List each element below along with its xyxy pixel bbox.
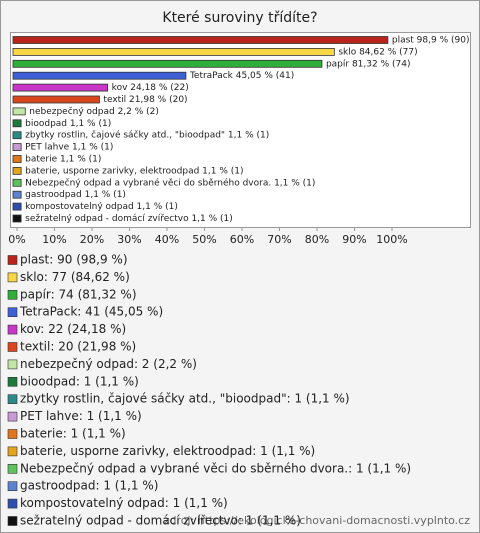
legend-label: sklo: 77 (84,62 %) xyxy=(20,270,130,284)
bar-label: textil 21,98 % (20) xyxy=(103,95,187,105)
bar xyxy=(12,178,22,187)
bar xyxy=(12,143,22,152)
legend-swatch xyxy=(7,498,18,509)
bar-label: Nebezpečný odpad a vybrané věci do sběrn… xyxy=(25,177,315,188)
bar-label: zbytky rostlin, čajové sáčky atd., "bioo… xyxy=(25,130,269,141)
legend-swatch xyxy=(7,324,18,335)
bar-label: baterie, usporne zarivky, elektroodpad 1… xyxy=(25,166,243,176)
legend-label: zbytky rostlin, čajové sáčky atd., "bioo… xyxy=(20,392,350,406)
legend-label: Nebezpečný odpad a vybrané věci do sběrn… xyxy=(20,461,411,475)
legend-swatch xyxy=(7,446,18,457)
x-tick-label: 10% xyxy=(42,233,66,246)
bar xyxy=(12,166,22,175)
legend-swatch xyxy=(7,516,18,526)
legend-swatch xyxy=(7,359,18,370)
legend-label: nebezpečný odpad: 2 (2,2 %) xyxy=(20,357,197,371)
bar xyxy=(12,59,323,68)
legend-label: kompostovatelný odpad: 1 (1,1 %) xyxy=(20,496,228,510)
x-tick-label: 100% xyxy=(376,233,407,246)
bar xyxy=(12,119,22,128)
source: zdroj: https://ekologicke-chovani-domacn… xyxy=(164,514,470,527)
legend-swatch xyxy=(7,342,18,352)
legend-swatch xyxy=(7,255,18,265)
x-tick-label: 0% xyxy=(8,233,25,246)
legend-label: papír: 74 (81,32 %) xyxy=(20,287,137,301)
bar-label: bioodpad 1,1 % (1) xyxy=(25,119,111,129)
bar xyxy=(12,202,22,211)
chart-title: Které suroviny třídíte? xyxy=(162,10,317,26)
x-tick-label: 20% xyxy=(80,233,104,246)
legend-swatch xyxy=(7,429,18,439)
legend-swatch xyxy=(7,272,18,283)
legend-swatch xyxy=(7,481,18,492)
x-tick-label: 90% xyxy=(342,233,366,246)
bar-label: papír 81,32 % (74) xyxy=(326,59,411,69)
bar-label: plast 98,9 % (90) xyxy=(392,36,470,46)
legend-swatch xyxy=(7,463,18,474)
bar xyxy=(12,214,22,223)
legend-label: kov: 22 (24,18 %) xyxy=(20,322,126,336)
x-tick-label: 70% xyxy=(267,233,291,246)
bar-label: PET lahve 1,1 % (1) xyxy=(25,143,113,153)
bar xyxy=(12,71,187,80)
legend-label: baterie, usporne zarivky, elektroodpad: … xyxy=(20,444,315,458)
legend-label: bioodpad: 1 (1,1 %) xyxy=(20,374,139,388)
bar xyxy=(12,83,109,92)
bar-label: baterie 1,1 % (1) xyxy=(25,155,101,165)
legend-swatch xyxy=(7,307,18,318)
bar xyxy=(12,131,22,140)
bar xyxy=(12,190,22,199)
x-tick-label: 50% xyxy=(192,233,216,246)
bar xyxy=(12,107,26,116)
bar xyxy=(12,48,335,56)
bar-label: kov 24,18 % (22) xyxy=(112,83,189,93)
x-tick-label: 30% xyxy=(117,233,141,246)
bar-label: nebezpečný odpad 2,2 % (2) xyxy=(29,106,159,117)
bar-label: gastroodpad 1,1 % (1) xyxy=(25,190,126,200)
x-tick-label: 80% xyxy=(305,233,329,246)
bar-label: sklo 84,62 % (77) xyxy=(338,47,417,57)
bar xyxy=(12,95,100,104)
x-tick-label: 40% xyxy=(155,233,179,246)
legend-swatch xyxy=(7,376,18,387)
bar xyxy=(12,155,22,163)
legend-label: textil: 20 (21,98 %) xyxy=(20,340,136,354)
legend-label: TetraPack: 41 (45,05 %) xyxy=(19,305,163,319)
bar-label: sežratelný odpad - domácí zvířectvo 1,1 … xyxy=(25,214,233,224)
bar xyxy=(12,36,389,44)
bar-label: kompostovatelný odpad 1,1 % (1) xyxy=(25,202,178,212)
legend-label: baterie: 1 (1,1 %) xyxy=(20,427,126,441)
legend-label: gastroodpad: 1 (1,1 %) xyxy=(20,479,158,493)
legend-swatch xyxy=(7,394,18,405)
legend-label: sežratelný odpad - domácí zvířectvo: 1 (… xyxy=(20,514,301,528)
bar-label: TetraPack 45,05 % (41) xyxy=(189,71,294,81)
legend-label: plast: 90 (98,9 %) xyxy=(20,253,128,267)
x-tick-label: 60% xyxy=(230,233,254,246)
legend-swatch xyxy=(7,289,18,300)
legend-label: PET lahve: 1 (1,1 %) xyxy=(20,409,142,423)
legend-swatch xyxy=(7,411,18,422)
